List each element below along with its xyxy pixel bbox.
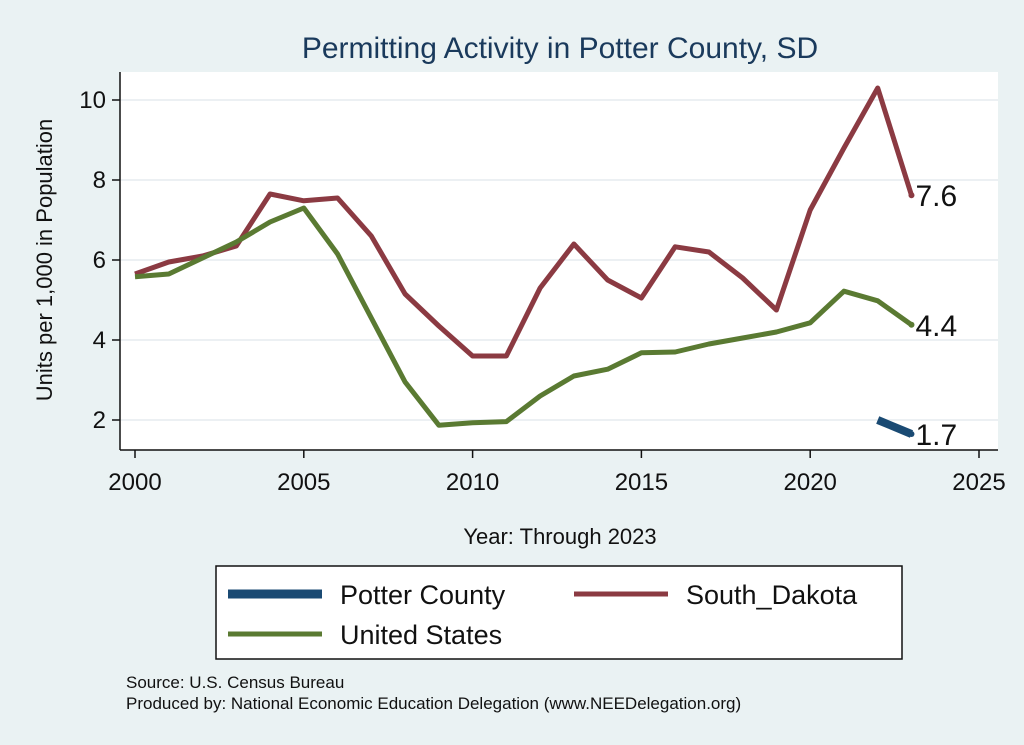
series-line-south-dakota [134,85,914,359]
series-endpoint-united-states [908,321,915,328]
series-line-potter-county [876,416,914,438]
x-tick-label: 2025 [952,469,1005,496]
y-axis-ticks: 2 4 6 8 10 [79,87,120,434]
series-line-united-states [134,205,913,428]
x-tick-label: 2005 [277,469,330,496]
x-axis-label: Year: Through 2023 [463,524,656,549]
x-tick-label: 2015 [615,469,668,496]
x-axis-ticks: 2000 2005 2010 2015 2020 2025 [108,450,1006,496]
axes [119,72,998,451]
legend-label-united-states: United States [340,620,502,650]
legend-box [215,565,903,660]
end-label-potter-county: 1.7 [915,419,957,452]
x-tick-label: 2010 [446,469,499,496]
source-note: Source: U.S. Census Bureau [126,673,344,692]
y-tick-label: 6 [93,247,106,274]
y-tick-label: 4 [93,327,106,354]
x-tick-label: 2020 [784,469,837,496]
y-tick-label: 8 [93,167,106,194]
y-tick-label: 10 [79,87,106,114]
series-endpoint-south-dakota [908,192,915,199]
legend-label-south-dakota: South_Dakota [686,580,858,610]
y-axis-label: Units per 1,000 in Population [32,119,57,402]
producer-note: Produced by: National Economic Education… [126,694,741,713]
end-label-united-states: 4.4 [915,310,957,343]
legend: Potter County South_Dakota United States [215,565,903,660]
end-label-south-dakota: 7.6 [915,180,957,213]
x-tick-label: 2000 [108,469,161,496]
chart-title: Permitting Activity in Potter County, SD [302,32,818,65]
y-tick-label: 2 [93,407,106,434]
series-endpoint-potter-county [908,431,915,437]
legend-label-potter-county: Potter County [340,580,506,610]
end-labels: 7.6 4.4 1.7 [915,180,957,452]
series-lines [134,85,915,438]
